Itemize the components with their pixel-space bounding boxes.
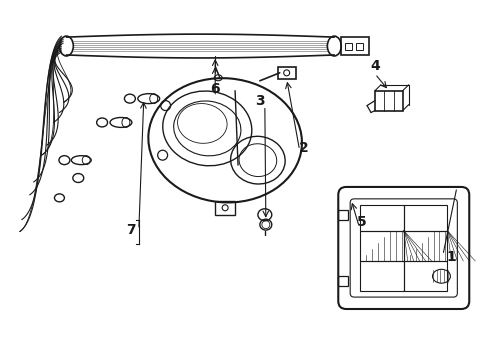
- Bar: [359, 261, 403, 291]
- Text: 2: 2: [298, 141, 308, 155]
- Bar: [355, 43, 362, 50]
- Bar: [338, 276, 347, 286]
- Text: 5: 5: [356, 215, 366, 229]
- Text: 6: 6: [210, 82, 220, 96]
- Bar: [345, 43, 351, 50]
- Bar: [374, 91, 402, 111]
- Text: 7: 7: [126, 222, 135, 237]
- Bar: [403, 205, 447, 231]
- Text: 3: 3: [255, 94, 264, 108]
- Bar: [277, 67, 295, 79]
- Text: 4: 4: [369, 59, 379, 73]
- Bar: [338, 210, 347, 220]
- Bar: [359, 205, 403, 231]
- Bar: [403, 231, 447, 261]
- Bar: [403, 261, 447, 291]
- Bar: [215, 201, 235, 215]
- Text: 1: 1: [446, 251, 455, 264]
- Bar: [341, 37, 368, 55]
- Bar: [359, 231, 403, 261]
